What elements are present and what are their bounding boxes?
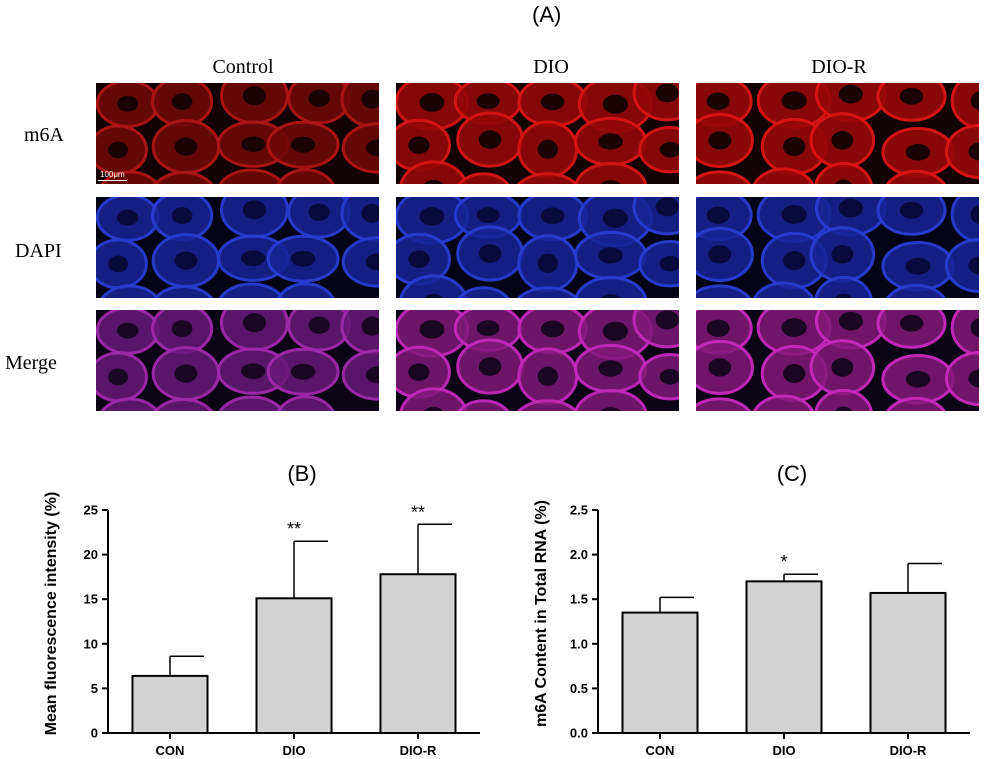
chart-c-y-tick-label: 2.5	[570, 503, 588, 518]
chart-c-bar-con	[621, 611, 699, 734]
row-label-dapi: DAPI	[15, 240, 62, 262]
chart-b-bar-dio	[255, 597, 333, 734]
micrograph-m6a-control: 100μm	[96, 83, 379, 184]
chart-b-y-axis-label: Mean fluorescence intensity (%)	[43, 492, 60, 736]
chart-b-significance: **	[287, 519, 301, 539]
column-label-dio: DIO	[533, 56, 569, 78]
chart-b-panel-letter: (B)	[287, 461, 316, 486]
chart-mean-fluorescence: (B) 0 5 10 15 20 25 Mean fluorescence intensity…	[43, 461, 480, 758]
row-label-m6a: m6A	[24, 124, 64, 146]
chart-c-y-tick-label: 0.5	[570, 681, 588, 696]
micrograph-merge-control	[96, 310, 379, 411]
chart-m6a-content: (C) 0.0 0.5 1.0 1.5 2.0 2.5 m6A Content in Tota…	[533, 461, 970, 758]
row-label-merge: Merge	[5, 352, 57, 374]
micrograph-dapi-dio-r	[696, 197, 979, 298]
chart-c-y-tick-label: 1.5	[570, 592, 588, 607]
chart-b-y-tick-label: 5	[91, 681, 98, 696]
chart-b-bar-dio-r	[379, 573, 457, 734]
chart-b-significance: **	[411, 502, 425, 522]
micrograph-m6a-dio	[396, 83, 679, 184]
micrograph-merge-dio-r	[696, 310, 979, 411]
chart-b-y-tick-label: 0	[91, 726, 98, 741]
chart-c-bar-dio	[745, 580, 823, 734]
chart-c-y-tick-label: 0.0	[570, 726, 588, 741]
chart-b-bar-con	[131, 674, 209, 735]
chart-b-y-tick-label: 25	[84, 503, 98, 518]
micrograph-m6a-dio-r	[696, 83, 979, 184]
chart-c-x-tick-label: DIO	[772, 743, 795, 758]
micrograph-merge-dio	[396, 310, 679, 411]
micrograph-dapi-dio	[396, 197, 679, 298]
scale-bar: 100μm	[98, 170, 127, 181]
chart-c-y-tick-label: 1.0	[570, 636, 588, 651]
chart-b-x-tick-label: CON	[156, 743, 185, 758]
chart-c-bar-dio-r	[869, 591, 947, 734]
chart-c-significance: *	[780, 552, 787, 572]
chart-c-y-axis-label: m6A Content in Total RNA (%)	[533, 500, 550, 727]
chart-c-panel-letter: (C)	[777, 461, 808, 486]
chart-b-x-tick-label: DIO-R	[400, 743, 437, 758]
chart-b-y-tick-label: 15	[84, 592, 98, 607]
chart-b-y-tick-label: 20	[84, 547, 98, 562]
chart-b-y-tick-label: 10	[84, 636, 98, 651]
chart-c-x-tick-label: CON	[646, 743, 675, 758]
panel-a-letter: (A)	[532, 2, 562, 27]
chart-c-x-tick-label: DIO-R	[890, 743, 927, 758]
column-label-dio-r: DIO-R	[811, 56, 867, 78]
micrograph-dapi-control	[96, 197, 379, 298]
column-label-control: Control	[212, 56, 274, 78]
chart-c-y-tick-label: 2.0	[570, 547, 588, 562]
chart-b-x-tick-label: DIO	[282, 743, 305, 758]
